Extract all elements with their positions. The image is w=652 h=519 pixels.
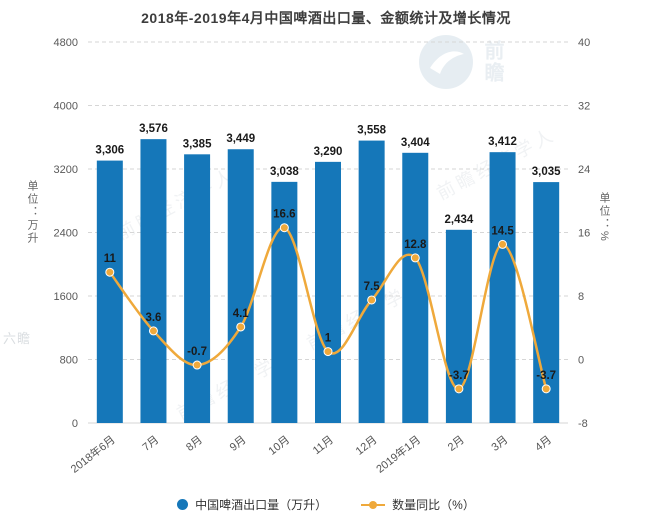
left-axis-tick-label: 3200: [54, 164, 78, 176]
bar: [96, 160, 123, 423]
trend-value-label: 14.5: [491, 225, 514, 237]
bar: [445, 229, 472, 423]
x-axis-label: 4月: [533, 434, 554, 454]
left-axis-tick-label: 2400: [54, 228, 78, 240]
trend-point: [454, 384, 464, 394]
bar-series-marker-icon: [177, 499, 189, 510]
right-axis-tick-label: 24: [578, 164, 590, 176]
left-axis-tick-label: 4000: [54, 101, 78, 113]
trend-value-label: 16.6: [273, 209, 295, 221]
trend-value-label: -0.7: [187, 346, 207, 358]
right-axis-tick-label: 16: [578, 228, 590, 240]
bar: [315, 161, 341, 423]
trend-point: [279, 223, 289, 233]
trend-value-label: -3.7: [536, 370, 556, 382]
trend-point: [498, 239, 508, 249]
chart-title: 2018年-2019年4月中国啤酒出口量、金额统计及增长情况: [141, 10, 511, 26]
x-axis-label: 2019年1月: [373, 432, 423, 475]
bar-value-label: 3,290: [314, 146, 343, 158]
bar: [533, 182, 560, 423]
bar-value-label: 3,576: [139, 123, 168, 135]
trend-value-label: 3.6: [145, 312, 161, 324]
right-axis-tick-label: -8: [578, 418, 588, 430]
bar: [358, 140, 385, 424]
bar: [140, 139, 167, 423]
trend-point: [367, 295, 377, 305]
bar: [184, 154, 211, 424]
legend-item-yoy-growth[interactable]: 数量同比（%）: [361, 496, 475, 513]
right-axis-tick-label: 8: [578, 291, 584, 303]
bar-value-label: 3,035: [532, 166, 561, 178]
x-axis-label: 2月: [446, 434, 467, 454]
bar: [402, 152, 429, 423]
bar-value-label: 3,038: [270, 166, 299, 178]
right-axis-title: 单位：%: [598, 192, 610, 243]
right-axis-tick-label: 0: [578, 355, 584, 367]
trend-value-label: 12.8: [404, 239, 427, 251]
legend-item-export-volume[interactable]: 中国啤酒出口量（万升）: [177, 496, 327, 513]
trend-point: [410, 253, 420, 263]
trend-point: [192, 360, 202, 370]
x-axis-label: 2018年6月: [68, 432, 118, 475]
left-axis-title: 单位：万升: [26, 180, 38, 245]
chart-legend: 中国啤酒出口量（万升） 数量同比（%）: [0, 496, 652, 513]
trend-point: [148, 326, 158, 336]
line-series-marker-dot-icon: [369, 500, 378, 509]
left-axis-tick-label: 4800: [54, 37, 78, 49]
bar-value-label: 3,558: [357, 125, 386, 137]
bar: [227, 149, 254, 423]
bar: [489, 152, 516, 424]
trend-value-label: 11: [104, 253, 117, 265]
line-series-marker-icon: [361, 500, 386, 509]
right-axis-tick-label: 32: [578, 101, 590, 113]
x-axis-label: 8月: [184, 434, 205, 454]
left-axis-tick-label: 1600: [54, 291, 78, 303]
x-axis-label: 10月: [267, 434, 293, 458]
trend-point: [323, 347, 333, 357]
trend-point: [236, 322, 246, 332]
trend-point: [541, 384, 551, 394]
legend-label-line: 数量同比（%）: [392, 498, 475, 512]
bar-value-label: 3,412: [488, 136, 517, 148]
trend-value-label: 7.5: [364, 281, 381, 293]
bar-value-label: 3,404: [401, 137, 430, 149]
x-axis-label: 7月: [140, 434, 161, 454]
x-axis-label: 11月: [311, 434, 336, 457]
bar-value-label: 2,434: [445, 214, 474, 226]
trend-point: [105, 267, 115, 277]
legend-label-bar: 中国啤酒出口量（万升）: [195, 498, 328, 512]
trend-value-label: -3.7: [449, 370, 469, 382]
x-axis-label: 3月: [490, 434, 511, 454]
x-axis-label: 12月: [354, 434, 380, 458]
bar: [271, 181, 298, 423]
left-axis-tick-label: 800: [60, 355, 78, 367]
trend-value-label: 4.1: [233, 308, 250, 320]
left-axis-tick-label: 0: [72, 418, 78, 430]
bar-value-label: 3,306: [95, 145, 124, 157]
bar-value-label: 3,449: [226, 133, 255, 145]
right-axis-tick-label: 40: [578, 37, 590, 49]
bar-value-label: 3,385: [183, 138, 212, 150]
trend-value-label: 1: [325, 333, 332, 345]
x-axis-label: 9月: [228, 434, 249, 454]
